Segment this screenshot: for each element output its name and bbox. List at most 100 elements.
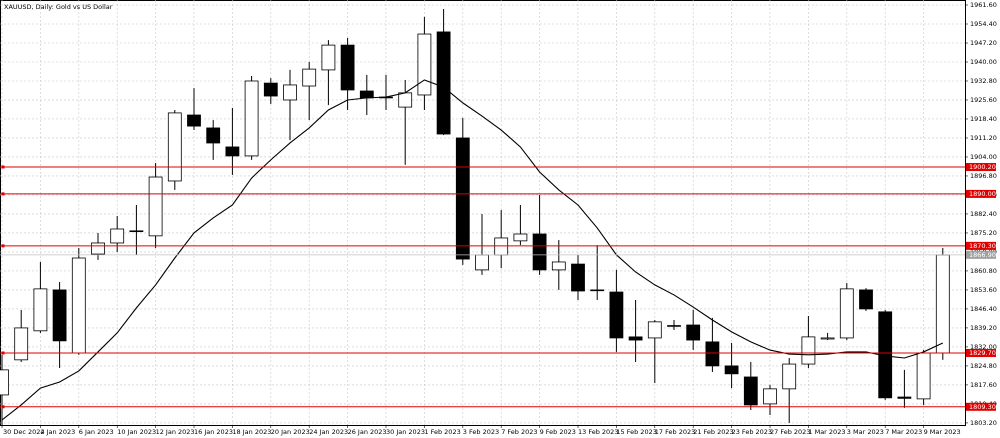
- candle-body: [647, 321, 662, 339]
- candle-body: [225, 146, 240, 157]
- y-tick-label: 1904.00: [970, 153, 997, 161]
- candle-body: [283, 84, 297, 101]
- candle-body: [0, 369, 9, 396]
- y-tick-label: 1817.60: [970, 381, 997, 389]
- x-tick-label: 16 Jan 2023: [194, 428, 233, 436]
- candle-body: [110, 228, 125, 244]
- candle-body: [398, 92, 413, 108]
- candle-body: [705, 341, 720, 367]
- x-tick-label: 26 Jan 2023: [348, 428, 387, 436]
- candle-body: [436, 31, 451, 135]
- x-tick-label: 12 Jan 2023: [156, 428, 195, 436]
- chart-title: XAUUSD, Daily: Gold vs US Dollar: [4, 3, 113, 11]
- y-tick-label: 1882.40: [970, 210, 997, 218]
- y-tick-label: 1918.40: [970, 115, 997, 123]
- last-price-box: [966, 250, 996, 259]
- y-tick-label: 1853.60: [970, 286, 997, 294]
- candle-body: [724, 365, 739, 375]
- x-tick-label: 7 Mar 2023: [885, 428, 922, 436]
- candle-body: [14, 327, 29, 361]
- level-label: 1870.30: [969, 242, 996, 250]
- candle-body: [609, 291, 624, 339]
- candle-body: [148, 176, 163, 237]
- candle-body: [263, 82, 278, 97]
- candle-body: [763, 388, 777, 405]
- x-tick-label: 30 Jan 2023: [386, 428, 425, 436]
- candle-body: [340, 44, 355, 91]
- x-tick-label: 10 Jan 2023: [117, 428, 156, 436]
- level-label: 1900.20: [969, 163, 996, 171]
- x-tick-label: 23 Feb 2023: [732, 428, 772, 436]
- x-tick-label: 17 Feb 2023: [655, 428, 695, 436]
- candle-body: [321, 44, 336, 71]
- candle-body: [513, 233, 528, 242]
- level-label: 1829.70: [969, 349, 996, 357]
- candle-body: [91, 242, 105, 255]
- level-marker: [1, 351, 5, 355]
- y-tick-label: 1860.80: [970, 267, 997, 275]
- y-tick-label: 1932.80: [970, 77, 997, 85]
- level-box: [966, 189, 996, 198]
- candle-body: [455, 137, 470, 260]
- candle-body: [667, 325, 681, 327]
- candle-body: [820, 337, 835, 340]
- candle-body: [33, 288, 48, 332]
- candle-body: [302, 68, 317, 87]
- x-tick-label: 18 Jan 2023: [232, 428, 271, 436]
- level-box: [966, 162, 996, 171]
- candle-body: [801, 336, 816, 365]
- x-tick-label: 30 Dec 2022: [3, 428, 45, 436]
- x-tick-label: 4 Jan 2023: [40, 428, 75, 436]
- level-box: [966, 241, 996, 250]
- candle-body: [417, 33, 432, 96]
- last-price-label: 1866.90: [969, 251, 996, 259]
- candle-body: [475, 254, 489, 271]
- candle-body: [129, 230, 144, 233]
- candle-body: [244, 80, 259, 157]
- candle-body: [590, 289, 605, 292]
- candle-body: [743, 376, 758, 406]
- level-box: [966, 348, 996, 357]
- x-tick-label: 3 Feb 2023: [463, 428, 499, 436]
- level-label: 1890.00: [969, 190, 996, 198]
- candle-body: [167, 112, 182, 182]
- x-tick-label: 20 Jan 2023: [271, 428, 310, 436]
- x-tick-label: 9 Feb 2023: [540, 428, 576, 436]
- candle-body: [52, 289, 67, 342]
- x-tick-label: 21 Feb 2023: [693, 428, 733, 436]
- level-label: 1809.30: [969, 403, 996, 411]
- candle-body: [551, 261, 566, 271]
- y-tick-label: 1875.20: [970, 229, 997, 237]
- level-marker: [1, 192, 5, 196]
- y-tick-label: 1947.20: [970, 39, 997, 47]
- y-tick-label: 1846.40: [970, 305, 997, 313]
- y-tick-label: 1896.80: [970, 172, 997, 180]
- candle-body: [359, 90, 374, 99]
- y-tick-label: 1961.60: [970, 1, 997, 9]
- candle-body: [494, 237, 509, 256]
- candle-body: [782, 363, 797, 390]
- x-tick-label: 7 Feb 2023: [501, 428, 537, 436]
- y-tick-label: 1824.80: [970, 362, 997, 370]
- y-tick-label: 1839.20: [970, 324, 997, 332]
- x-tick-label: 27 Feb 2023: [770, 428, 810, 436]
- candle-body: [859, 289, 873, 310]
- candle-body: [71, 257, 86, 354]
- level-marker: [1, 165, 5, 169]
- candle-body: [916, 352, 931, 400]
- x-tick-label: 15 Feb 2023: [616, 428, 656, 436]
- candle-body: [839, 288, 854, 339]
- y-tick-label: 1925.60: [970, 96, 997, 104]
- y-tick-label: 1940.00: [970, 58, 997, 66]
- x-tick-label: 3 Mar 2023: [847, 428, 884, 436]
- level-box: [966, 402, 996, 411]
- candle-body: [628, 336, 643, 341]
- x-tick-label: 1 Feb 2023: [424, 428, 460, 436]
- y-tick-label: 1911.20: [970, 134, 997, 142]
- candle-body: [571, 263, 585, 292]
- x-tick-label: 6 Jan 2023: [79, 428, 114, 436]
- x-tick-label: 9 Mar 2023: [924, 428, 961, 436]
- candle-body: [897, 396, 912, 399]
- y-tick-label: 1954.40: [970, 20, 997, 28]
